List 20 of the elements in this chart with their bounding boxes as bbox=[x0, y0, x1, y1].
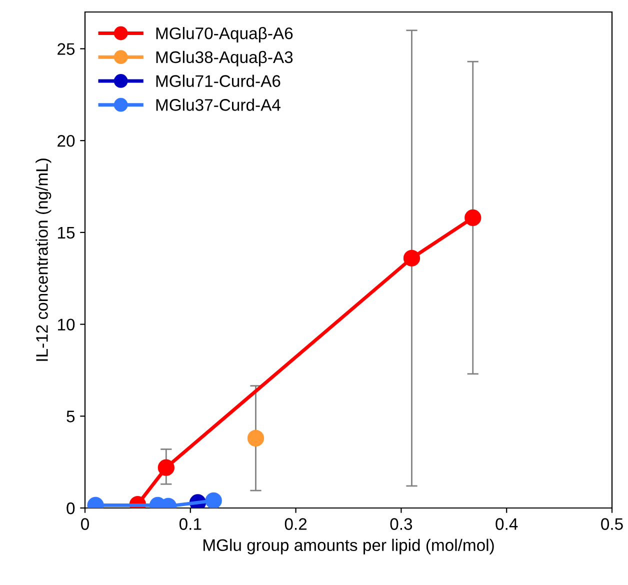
x-tick-label: 0.4 bbox=[496, 518, 518, 530]
x-tick-label: 0 bbox=[81, 518, 89, 530]
y-tick-label: 15 bbox=[58, 227, 75, 239]
legend-label: MGlu38-Aquaβ-A3 bbox=[156, 50, 293, 66]
legend-label: MGlu71-Curd-A6 bbox=[156, 74, 280, 87]
y-tick-label: 25 bbox=[58, 43, 75, 55]
point bbox=[464, 209, 482, 226]
y-tick-label: 5 bbox=[66, 410, 75, 422]
y-axis-title: IL-12 concentration (ng/mL) bbox=[36, 158, 52, 361]
y-tick-label: 0 bbox=[66, 502, 75, 514]
legend-label: MGlu70-Aquaβ-A6 bbox=[156, 27, 293, 43]
y-tick-label: 20 bbox=[58, 134, 75, 147]
x-tick-label: 0.3 bbox=[390, 518, 412, 530]
point bbox=[403, 250, 420, 266]
x-axis-title: MGlu group amounts per lipid (mol/mol) bbox=[204, 538, 494, 554]
x-tick-label: 0.5 bbox=[601, 518, 623, 530]
x-tick-label: 0.1 bbox=[179, 518, 202, 530]
y-tick-label: 10 bbox=[58, 318, 75, 330]
legend-label: MGlu37-Curd-A4 bbox=[156, 98, 280, 111]
x-tick-label: 0.2 bbox=[284, 518, 307, 530]
